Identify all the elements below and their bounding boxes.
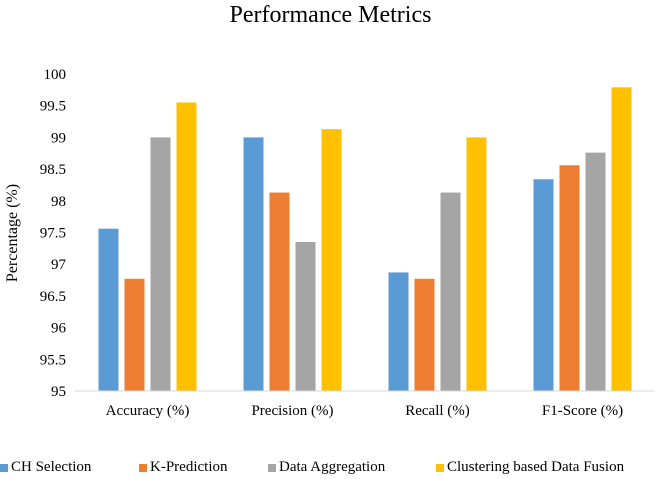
bar-k-prediction-3 bbox=[414, 278, 435, 391]
x-tick-label: Recall (%) bbox=[405, 403, 470, 419]
bar-data-aggregation-4 bbox=[585, 152, 606, 391]
legend-item: Clustering based Data Fusion bbox=[436, 459, 624, 476]
legend-swatch bbox=[139, 463, 147, 472]
y-tick-label: 95.5 bbox=[40, 352, 66, 368]
y-tick-label: 96.5 bbox=[40, 289, 66, 305]
legend-swatch bbox=[436, 463, 444, 472]
y-tick-label: 99.5 bbox=[40, 99, 66, 115]
bar-data-aggregation-2 bbox=[295, 242, 316, 391]
legend: CH Selection K-Prediction Data Aggregation… bbox=[0, 459, 661, 479]
bar-k-prediction-1 bbox=[124, 278, 145, 391]
legend-swatch bbox=[268, 463, 276, 472]
bar-clustering-based-data-fusion-1 bbox=[176, 102, 197, 391]
y-tick-label: 99 bbox=[51, 130, 66, 146]
bar-clustering-based-data-fusion-3 bbox=[466, 137, 487, 391]
chart-area: Percentage (%) 95 95.5 96 96.5 97 97.5 98 98.5 9… bbox=[4, 67, 655, 419]
legend-label: CH Selection bbox=[11, 459, 92, 475]
y-tick-label: 98.5 bbox=[40, 162, 66, 178]
bar-data-aggregation-1 bbox=[150, 137, 171, 391]
bar-clustering-based-data-fusion-2 bbox=[321, 129, 342, 391]
bar-data-aggregation-3 bbox=[440, 192, 461, 391]
legend-item: Data Aggregation bbox=[268, 459, 385, 476]
y-tick-label: 100 bbox=[44, 67, 67, 83]
bar-clustering-based-data-fusion-4 bbox=[611, 87, 632, 392]
x-tick-label: Accuracy (%) bbox=[106, 403, 190, 419]
y-tick-label: 96 bbox=[51, 321, 67, 337]
legend-label: Clustering based Data Fusion bbox=[447, 459, 625, 475]
legend-label: Data Aggregation bbox=[279, 459, 386, 475]
legend-item: CH Selection bbox=[0, 459, 91, 476]
bar-k-prediction-4 bbox=[559, 165, 580, 391]
x-tick-label: F1-Score (%) bbox=[542, 403, 623, 419]
bar-ch-selection-3 bbox=[388, 272, 409, 391]
x-tick-label: Precision (%) bbox=[251, 403, 333, 419]
legend-label: K-Prediction bbox=[150, 459, 228, 475]
y-axis-label: Percentage (%) bbox=[4, 184, 21, 282]
bar-ch-selection-1 bbox=[98, 228, 119, 391]
chart-title: Performance Metrics bbox=[229, 2, 432, 28]
legend-swatch bbox=[0, 463, 8, 472]
bar-ch-selection-4 bbox=[533, 179, 554, 391]
y-tick-label: 95 bbox=[51, 384, 66, 400]
legend-item: K-Prediction bbox=[139, 459, 227, 476]
y-tick-label: 97 bbox=[51, 257, 67, 273]
y-tick-label: 97.5 bbox=[40, 226, 66, 242]
bar-ch-selection-2 bbox=[243, 137, 264, 391]
y-tick-label: 98 bbox=[51, 194, 66, 210]
bar-k-prediction-2 bbox=[269, 192, 290, 391]
